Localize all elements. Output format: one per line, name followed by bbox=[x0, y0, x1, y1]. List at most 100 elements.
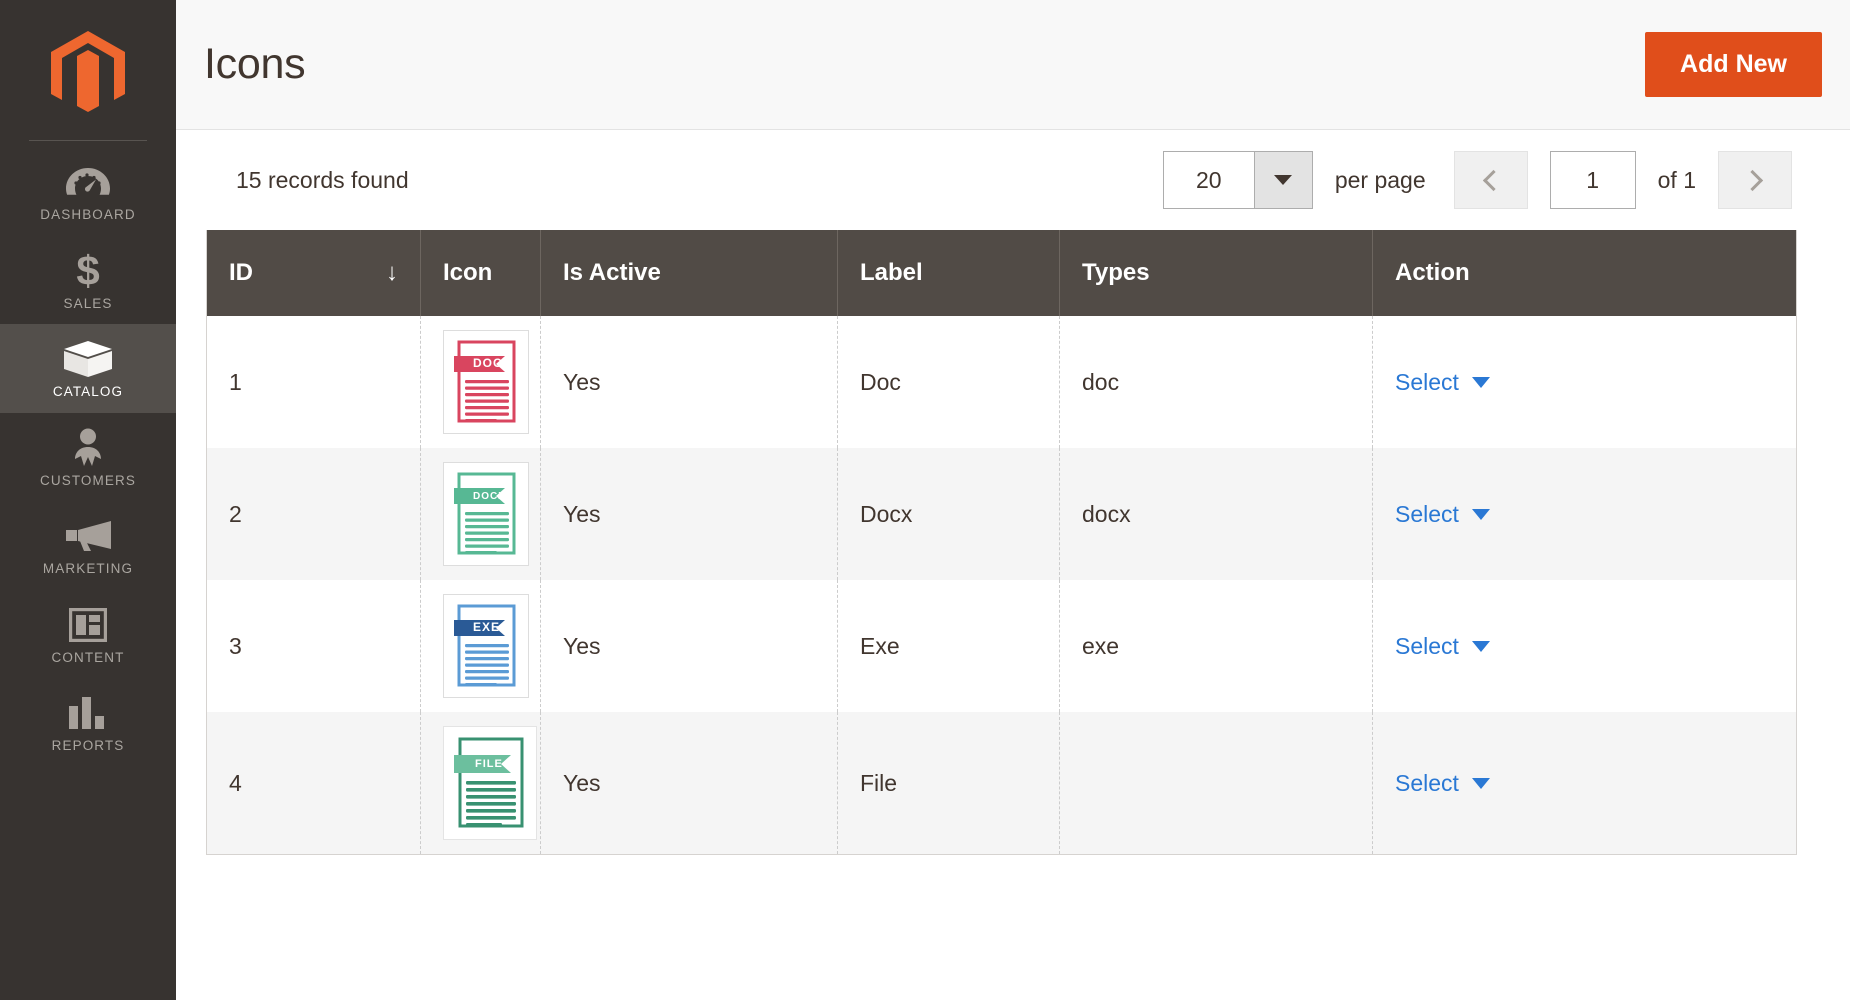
magento-logo[interactable] bbox=[0, 0, 176, 140]
cell-types: exe bbox=[1059, 580, 1373, 712]
grid-column-header-types[interactable]: Types bbox=[1059, 230, 1373, 316]
total-pages-label: of 1 bbox=[1657, 166, 1696, 193]
cell-is-active: Yes bbox=[540, 580, 838, 712]
per-page-select[interactable]: 20 bbox=[1162, 151, 1313, 209]
grid-column-header-inner: Label bbox=[860, 259, 1059, 287]
caret-down-icon bbox=[1471, 508, 1490, 520]
grid-body: 1 DOC Yes Doc doc Select 2 DOCX Yes Docx docx Selec… bbox=[206, 316, 1797, 855]
grid-column-label: ID bbox=[229, 259, 253, 286]
grid-column-header-inner: Types bbox=[1082, 259, 1372, 287]
doc-file-icon: DOC bbox=[443, 330, 529, 434]
cell-icon: DOCX bbox=[420, 448, 541, 580]
caret-down-icon bbox=[1471, 640, 1490, 652]
table-row[interactable]: 1 DOC Yes Doc doc Select bbox=[206, 316, 1797, 448]
chevron-left-icon bbox=[1482, 169, 1504, 191]
chevron-right-icon bbox=[1741, 169, 1764, 191]
icons-data-grid: ID ↓ Icon Is Active Label Types Action 1 DOC Yes… bbox=[206, 230, 1797, 855]
select-action-dropdown[interactable]: Select bbox=[1395, 501, 1490, 528]
grid-wrapper: ID ↓ Icon Is Active Label Types Action 1 DOC Yes… bbox=[176, 230, 1850, 855]
grid-column-header-icon[interactable]: Icon bbox=[420, 230, 541, 316]
dashboard-gauge-icon bbox=[65, 163, 111, 201]
caret-down-shape bbox=[1274, 175, 1293, 185]
previous-page-button[interactable] bbox=[1453, 151, 1528, 209]
svg-text:DOCX: DOCX bbox=[473, 491, 506, 502]
grid-header-row: ID ↓ Icon Is Active Label Types Action bbox=[206, 230, 1797, 316]
sidebar-item-dashboard[interactable]: DASHBOARD bbox=[0, 147, 176, 236]
cell-label: Exe bbox=[837, 580, 1060, 712]
page-number-input[interactable] bbox=[1549, 151, 1636, 209]
records-found-label: 15 records found bbox=[236, 166, 409, 193]
svg-text:DOC: DOC bbox=[473, 356, 503, 370]
grid-column-label: Action bbox=[1395, 259, 1470, 286]
cell-label: File bbox=[837, 712, 1060, 855]
chevron-down-icon[interactable] bbox=[1253, 152, 1312, 208]
sidebar-item-marketing[interactable]: MARKETING bbox=[0, 501, 176, 590]
sort-descending-icon: ↓ bbox=[386, 259, 398, 286]
select-action-label: Select bbox=[1395, 632, 1459, 659]
sidebar-item-label: MARKETING bbox=[42, 561, 134, 576]
grid-column-header-inner: Is Active bbox=[563, 259, 837, 287]
page-title: Icons bbox=[204, 40, 306, 88]
sidebar-divider bbox=[29, 140, 147, 141]
table-row[interactable]: 3 EXE Yes Exe exe Select bbox=[206, 580, 1797, 712]
cell-action: Select bbox=[1373, 316, 1797, 448]
per-page-value: 20 bbox=[1196, 166, 1222, 193]
sidebar-item-catalog[interactable]: CATALOG bbox=[0, 324, 176, 413]
cell-is-active: Yes bbox=[540, 712, 838, 855]
sidebar-item-customers[interactable]: CUSTOMERS bbox=[0, 413, 176, 502]
cell-label: Doc bbox=[837, 316, 1060, 448]
cell-id: 3 bbox=[206, 580, 421, 712]
grid-column-header-id[interactable]: ID ↓ bbox=[206, 230, 421, 316]
caret-down-icon bbox=[1471, 376, 1490, 388]
grid-column-label: Label bbox=[860, 259, 923, 286]
cell-is-active: Yes bbox=[540, 448, 838, 580]
sidebar-item-label: CATALOG bbox=[52, 384, 124, 399]
grid-toolbar: 15 records found 20 per page of 1 bbox=[176, 130, 1850, 230]
cell-id: 1 bbox=[206, 316, 421, 448]
table-row[interactable]: 2 DOCX Yes Docx docx Select bbox=[206, 448, 1797, 580]
select-action-label: Select bbox=[1395, 500, 1459, 527]
grid-column-header-label[interactable]: Label bbox=[837, 230, 1060, 316]
sidebar-item-label: REPORTS bbox=[51, 738, 125, 753]
megaphone-icon bbox=[64, 517, 112, 555]
page-header: Icons Add New bbox=[176, 0, 1850, 130]
person-icon bbox=[72, 428, 104, 467]
sidebar-item-label: CUSTOMERS bbox=[40, 472, 136, 488]
sidebar-item-sales[interactable]: $ SALES bbox=[0, 236, 176, 325]
cell-types bbox=[1059, 712, 1373, 855]
sidebar-item-content[interactable]: CONTENT bbox=[0, 590, 176, 679]
select-action-dropdown[interactable]: Select bbox=[1395, 633, 1490, 660]
table-row[interactable]: 4 FILE Yes File Select bbox=[206, 712, 1797, 855]
svg-text:$: $ bbox=[76, 250, 99, 292]
cell-id: 4 bbox=[206, 712, 421, 855]
sidebar-item-reports[interactable]: REPORTS bbox=[0, 678, 176, 767]
cell-action: Select bbox=[1373, 448, 1797, 580]
sidebar-nav-list: DASHBOARD $ SALES CATALOG CUSTOMERS MARKETING… bbox=[0, 147, 176, 767]
admin-sidebar: DASHBOARD $ SALES CATALOG CUSTOMERS MARKETING… bbox=[0, 0, 176, 1000]
select-action-label: Select bbox=[1395, 368, 1459, 395]
cell-action: Select bbox=[1373, 712, 1797, 855]
select-action-dropdown[interactable]: Select bbox=[1395, 369, 1490, 396]
next-page-button[interactable] bbox=[1718, 151, 1792, 209]
grid-column-header-inner: Action bbox=[1395, 259, 1796, 287]
grid-column-header-inner: Icon bbox=[443, 259, 540, 287]
cell-icon: FILE bbox=[420, 712, 541, 855]
grid-column-header-action[interactable]: Action bbox=[1372, 230, 1797, 316]
grid-column-header-is-active[interactable]: Is Active bbox=[540, 230, 838, 316]
select-action-dropdown[interactable]: Select bbox=[1395, 770, 1490, 797]
main-content: Icons Add New 15 records found 20 per pa… bbox=[176, 0, 1850, 1000]
sidebar-item-label: SALES bbox=[63, 295, 113, 311]
exe-file-icon: EXE bbox=[443, 594, 529, 698]
cell-action: Select bbox=[1373, 580, 1797, 712]
select-action-label: Select bbox=[1395, 769, 1459, 796]
layout-page-icon bbox=[69, 606, 107, 644]
pagination-controls: 20 per page of 1 bbox=[1162, 151, 1820, 209]
dollar-sign-icon: $ bbox=[73, 250, 103, 292]
cell-types: docx bbox=[1059, 448, 1373, 580]
cell-icon: EXE bbox=[420, 580, 541, 712]
grid-column-label: Is Active bbox=[563, 259, 661, 286]
cell-id: 2 bbox=[206, 448, 421, 580]
grid-column-label: Icon bbox=[443, 259, 493, 286]
add-new-button[interactable]: Add New bbox=[1645, 32, 1822, 97]
